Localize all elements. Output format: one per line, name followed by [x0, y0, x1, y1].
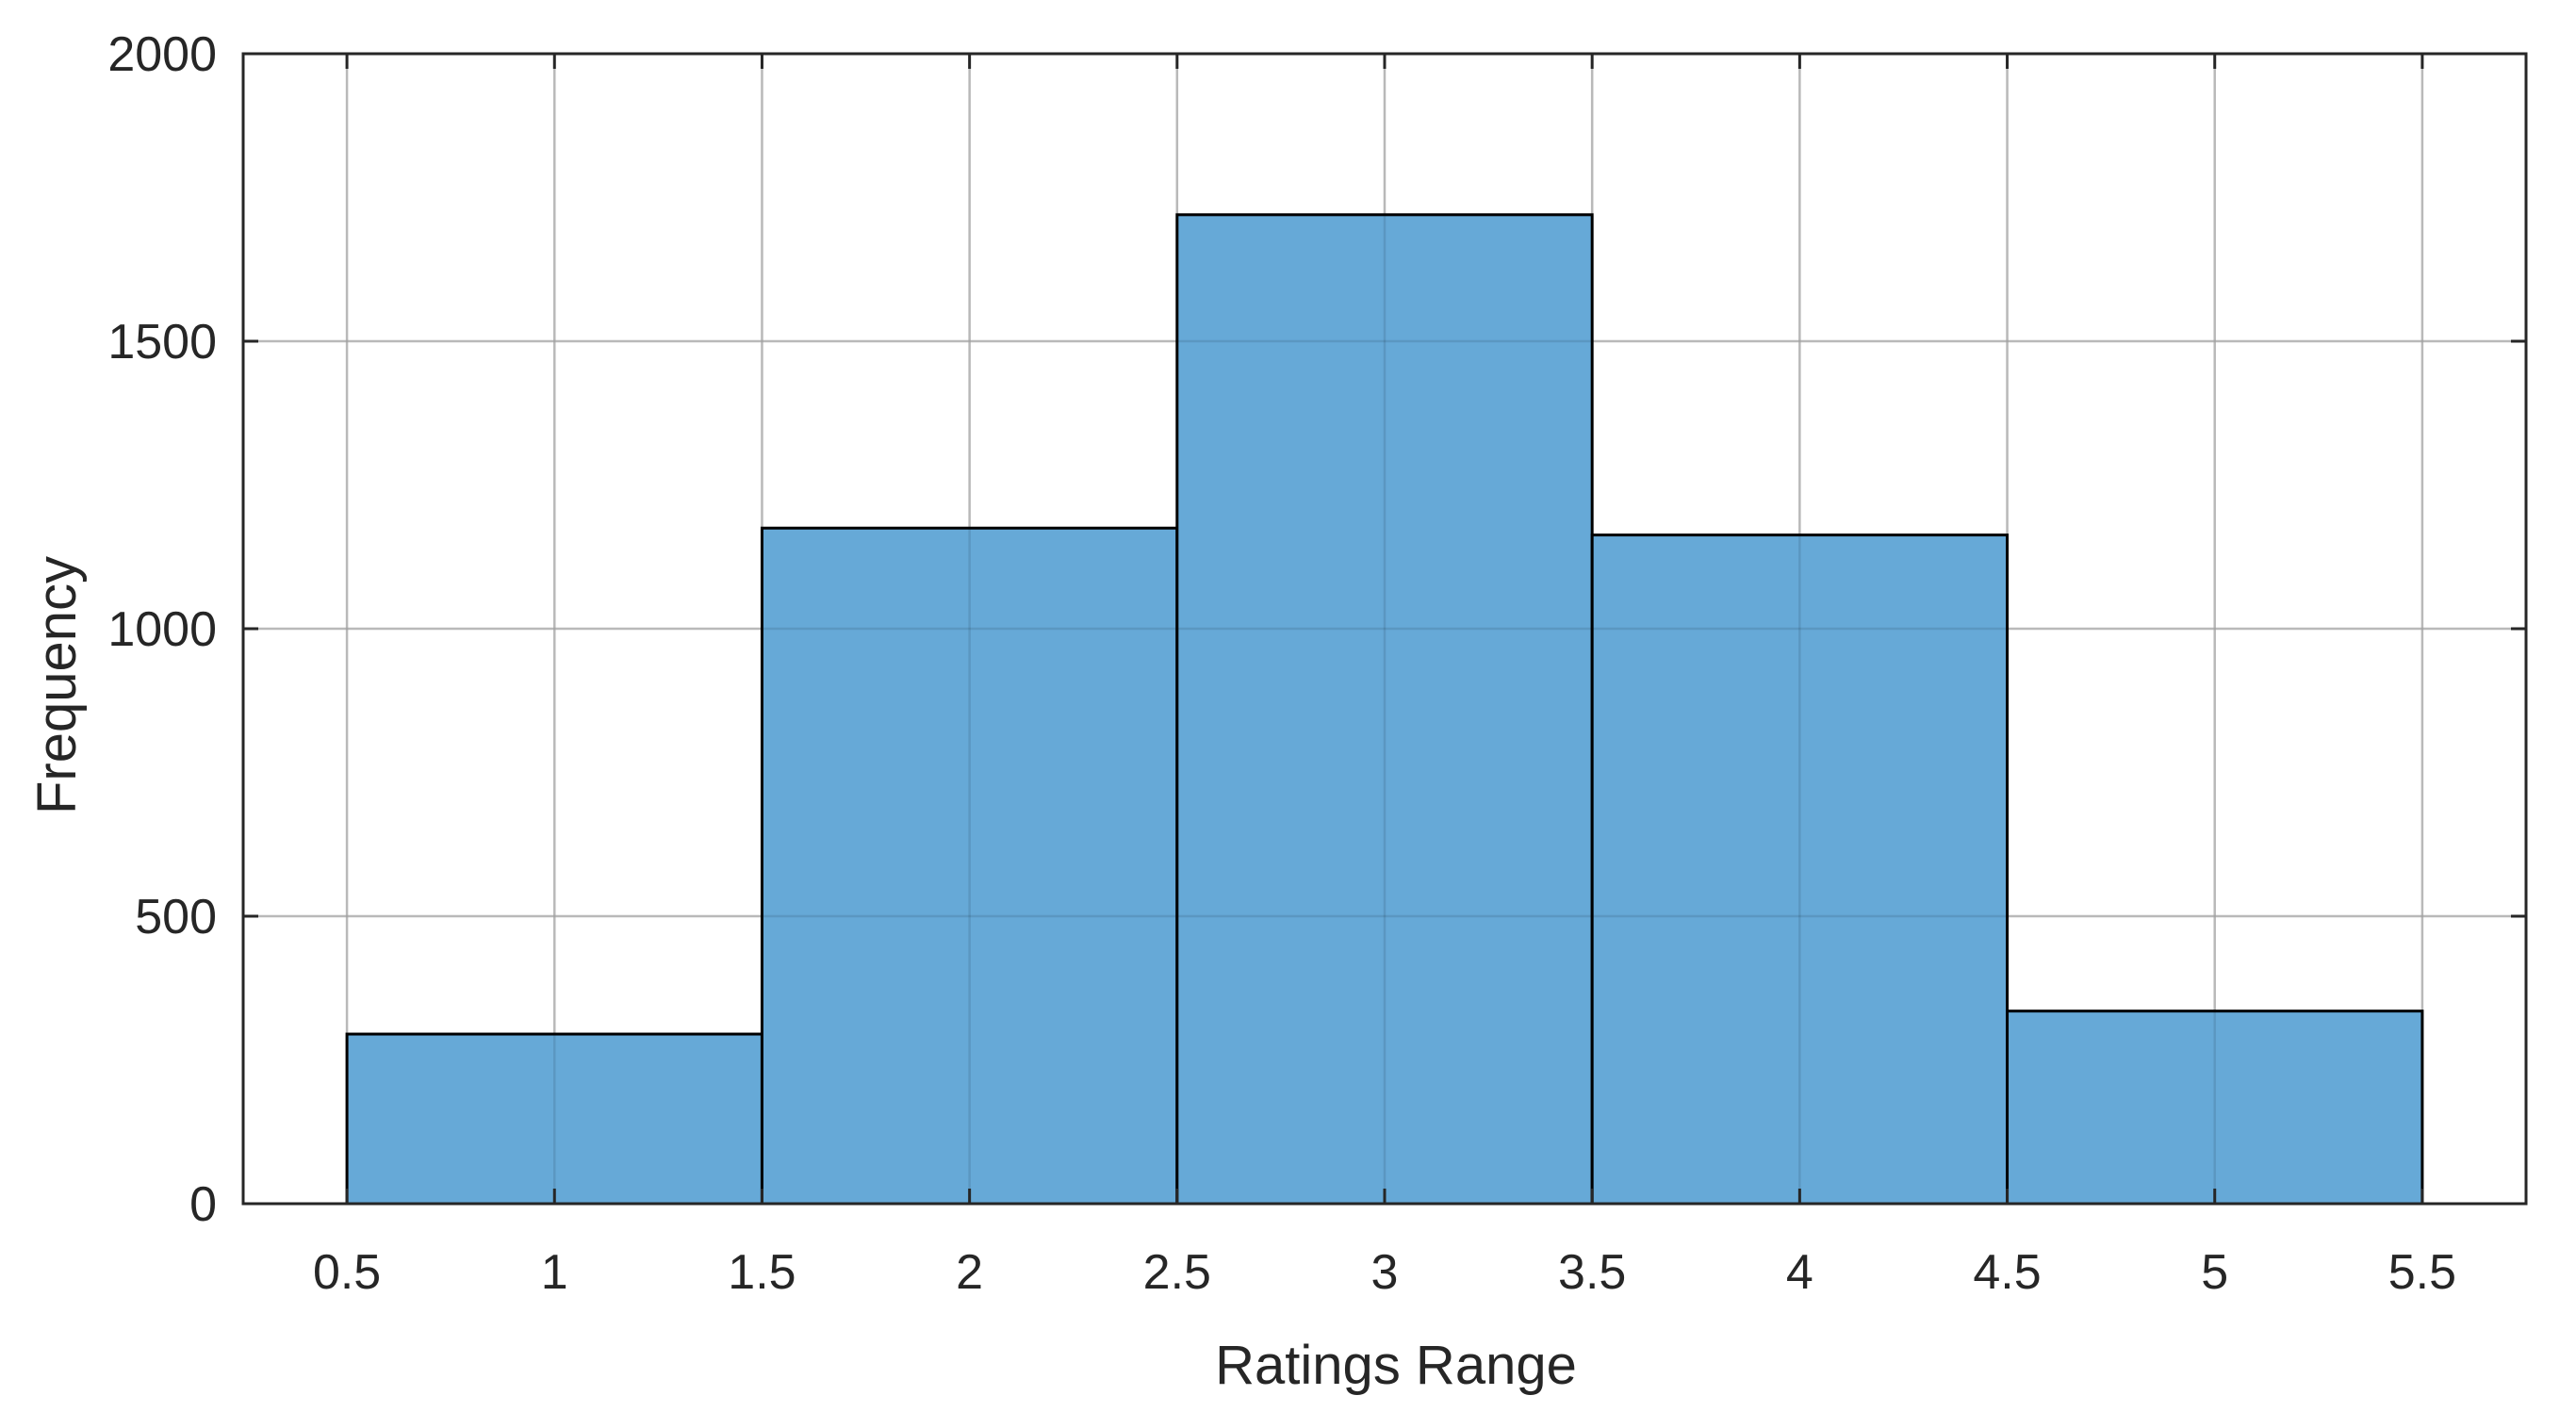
y-tick-labels: 0 500 1000 1500 2000: [107, 27, 217, 1232]
x-tick-label: 1.5: [728, 1245, 796, 1300]
bars: [345, 213, 2424, 1206]
x-tick-label: 1: [541, 1245, 568, 1300]
ticks: [243, 52, 2526, 1206]
x-tick-labels: 0.5 1 1.5 2 2.5 3 3.5 4 4.5 5 5.5: [313, 1245, 2456, 1300]
x-tick-label: 2: [956, 1245, 983, 1300]
x-tick-label: 5.5: [2388, 1245, 2456, 1300]
x-tick-label: 2.5: [1143, 1245, 1211, 1300]
y-tick-label: 500: [135, 890, 217, 944]
histogram-bar: [1175, 213, 1594, 1206]
histogram-bar: [1590, 534, 2010, 1206]
x-tick-label: 3: [1371, 1245, 1399, 1300]
x-tick-label: 4.5: [1973, 1245, 2041, 1300]
x-tick-label: 5: [2201, 1245, 2228, 1300]
y-tick-label: 0: [189, 1177, 217, 1232]
histogram-bar: [760, 526, 1179, 1206]
y-tick-label: 2000: [107, 27, 217, 82]
y-tick-label: 1000: [107, 602, 217, 657]
x-tick-label: 0.5: [313, 1245, 381, 1300]
x-tick-label: 3.5: [1558, 1245, 1626, 1300]
y-axis-label: Frequency: [26, 556, 88, 814]
y-tick-label: 1500: [107, 315, 217, 369]
x-axis-label: Ratings Range: [1215, 1335, 1577, 1396]
x-tick-label: 4: [1786, 1245, 1813, 1300]
histogram-bar: [2006, 1010, 2424, 1206]
histogram-bar: [345, 1032, 763, 1206]
